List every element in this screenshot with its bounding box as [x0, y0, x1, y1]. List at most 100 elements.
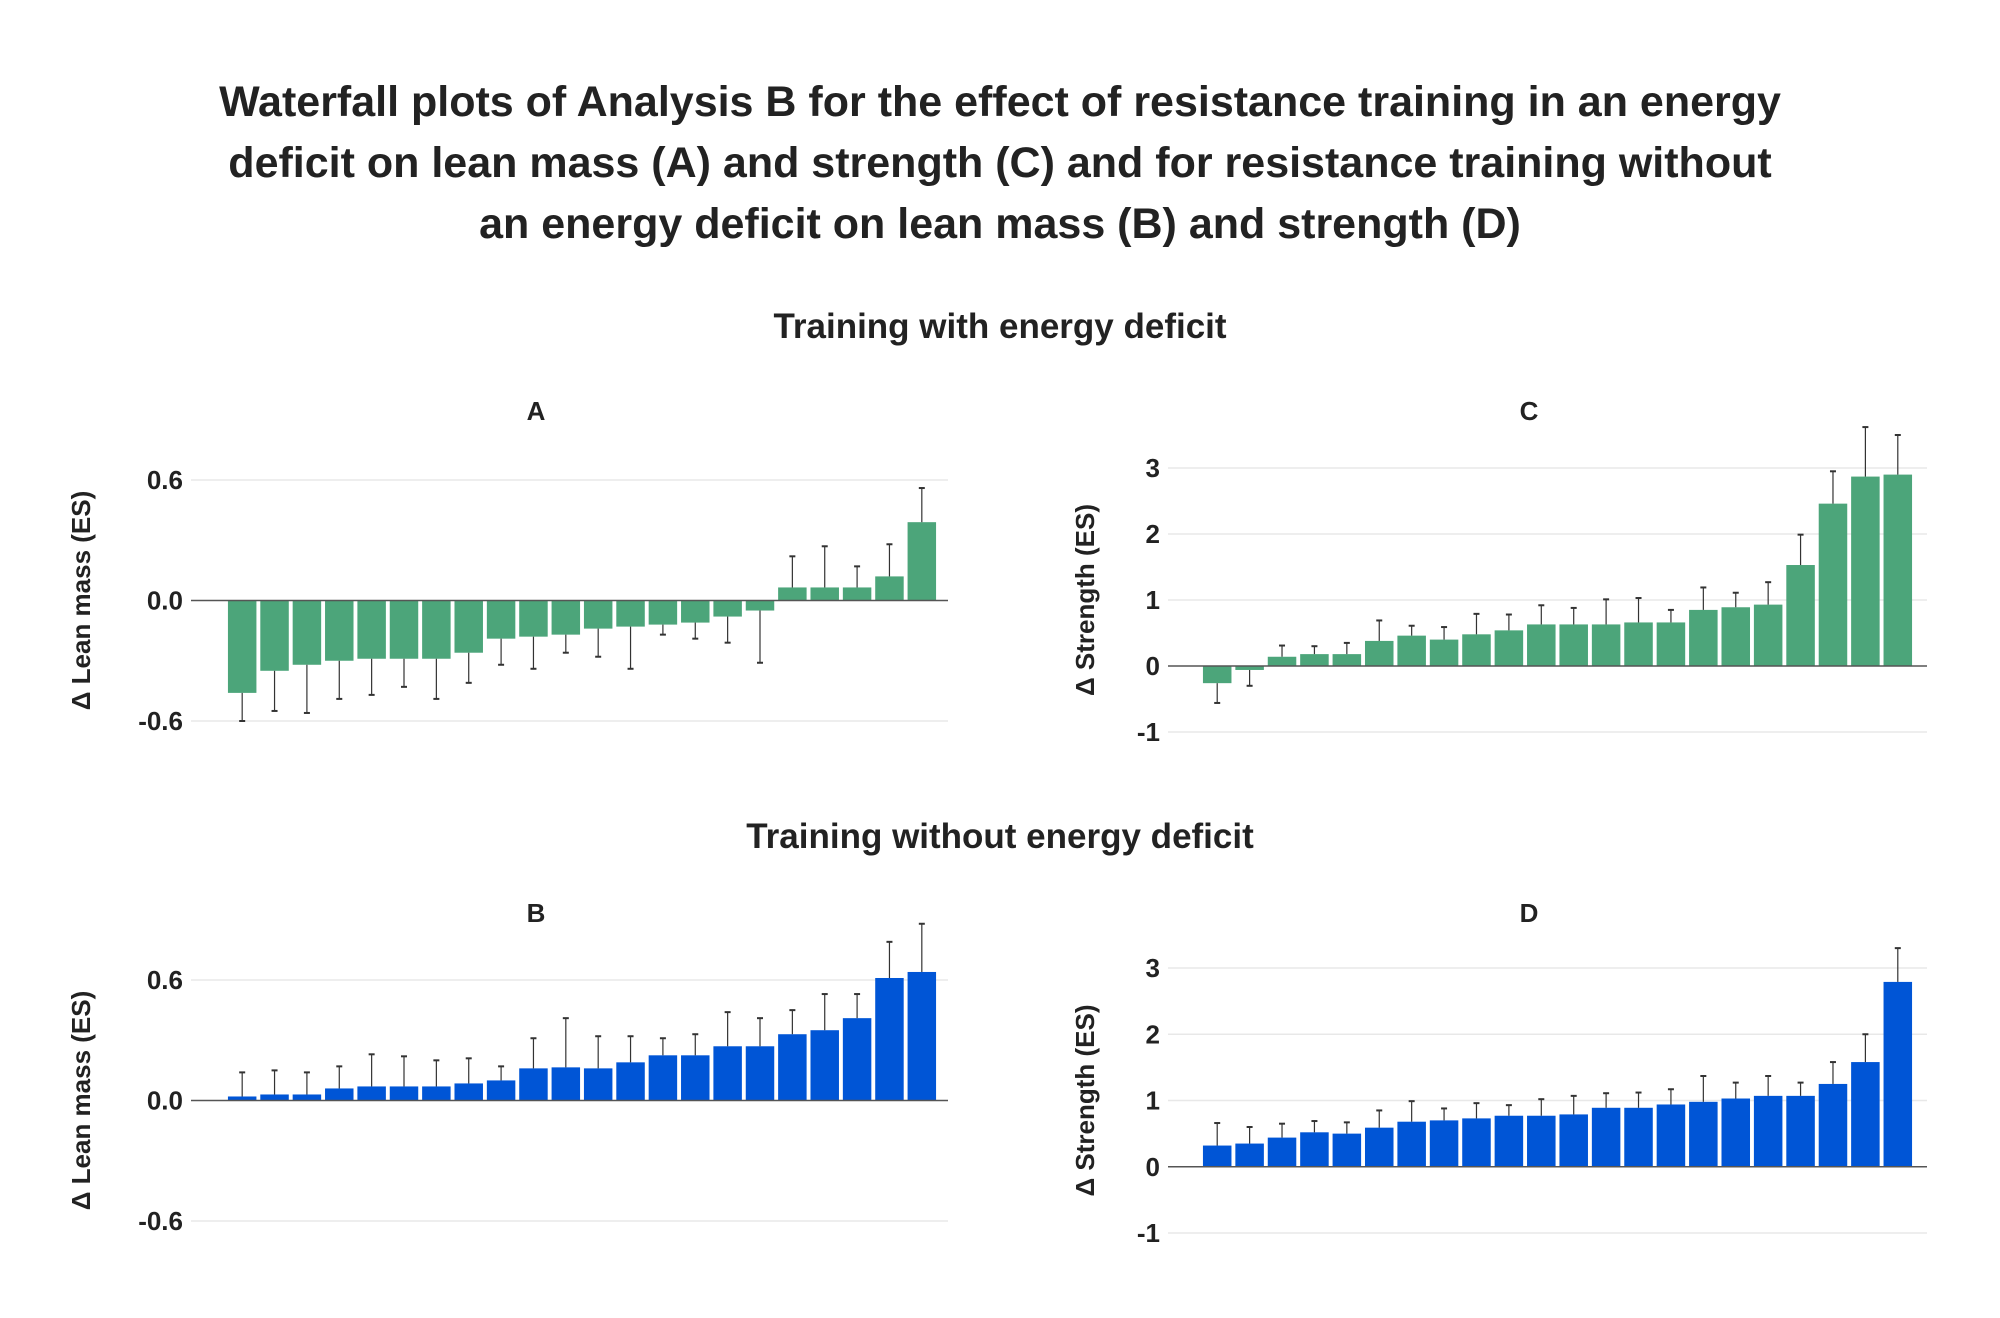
- bar: [519, 1068, 548, 1101]
- figure-title-line: Waterfall plots of Analysis B for the ef…: [219, 78, 1781, 126]
- bar: [713, 600, 742, 617]
- y-tick-label: 1: [1146, 1086, 1160, 1116]
- bar: [422, 600, 451, 659]
- bar: [486, 1080, 516, 1101]
- y-tick-label: 0: [1146, 651, 1160, 681]
- bar: [1364, 640, 1394, 666]
- bar: [1818, 1083, 1848, 1167]
- y-tick-label: -0.6: [138, 1206, 183, 1236]
- bar: [389, 1086, 419, 1101]
- bar: [1559, 624, 1588, 666]
- bar: [583, 1068, 613, 1101]
- bar: [1753, 1095, 1783, 1167]
- chart-panel-c: C Δ Strength (ES) -1 0 1 2 3: [1070, 396, 1927, 747]
- bar: [1494, 630, 1524, 666]
- y-tick-label: 0.0: [147, 1086, 183, 1116]
- bar: [1624, 622, 1653, 666]
- bar: [1721, 1098, 1751, 1167]
- bar: [227, 1096, 257, 1101]
- bar: [1883, 474, 1913, 666]
- bar: [681, 1055, 710, 1101]
- bar: [1267, 1137, 1297, 1167]
- bar: [422, 1086, 451, 1101]
- bar: [745, 1046, 775, 1101]
- section-title-without-deficit: Training without energy deficit: [746, 817, 1254, 856]
- figure-title: Waterfall plots of Analysis B for the ef…: [0, 72, 2000, 255]
- bar: [778, 1034, 807, 1101]
- bar: [1300, 1132, 1329, 1167]
- bar: [1689, 609, 1718, 666]
- y-tick-label: 3: [1146, 453, 1160, 483]
- bar: [1851, 1062, 1880, 1167]
- bar: [260, 600, 289, 671]
- bar: [551, 1067, 581, 1101]
- bar: [1527, 1115, 1556, 1167]
- y-tick-label: 1: [1146, 585, 1160, 615]
- bar: [1527, 624, 1556, 666]
- bar: [907, 971, 937, 1101]
- y-tick-label: 0: [1146, 1152, 1160, 1182]
- y-axis-label: Δ Lean mass (ES): [66, 491, 96, 711]
- bar: [519, 600, 548, 637]
- bar: [1851, 476, 1880, 666]
- bar: [1494, 1115, 1524, 1167]
- bar: [1332, 654, 1362, 666]
- bar: [583, 600, 613, 629]
- y-tick-label: -1: [1137, 717, 1160, 747]
- y-tick-label: -1: [1137, 1218, 1160, 1248]
- bar: [842, 1018, 872, 1101]
- bar: [227, 600, 257, 693]
- bar: [357, 600, 386, 659]
- bar: [1267, 656, 1297, 666]
- bar: [1235, 1143, 1264, 1167]
- bar: [357, 1086, 386, 1101]
- y-tick-label: -0.6: [138, 706, 183, 736]
- bar: [1202, 666, 1232, 684]
- bar: [1786, 565, 1815, 666]
- y-axis-label: Δ Lean mass (ES): [66, 991, 96, 1211]
- bar: [486, 600, 516, 639]
- panel-title: D: [1520, 898, 1539, 928]
- y-axis-label: Δ Strength (ES): [1070, 1004, 1100, 1196]
- bar: [875, 977, 904, 1101]
- y-tick-label: 0.6: [147, 465, 183, 495]
- bar: [681, 600, 710, 623]
- bar: [1591, 624, 1621, 666]
- bar: [648, 600, 678, 625]
- bar: [810, 1030, 839, 1101]
- bar: [1559, 1114, 1588, 1167]
- chart-panel-a: A Δ Lean mass (ES) -0.6 0.0 0.6: [66, 396, 948, 736]
- bar: [1462, 1118, 1491, 1167]
- bar: [292, 1094, 322, 1101]
- bar: [292, 600, 322, 665]
- bar: [1397, 635, 1426, 666]
- bar: [325, 1088, 354, 1101]
- bar: [389, 600, 419, 659]
- bar: [713, 1046, 742, 1101]
- bar: [842, 587, 872, 601]
- bar: [745, 600, 775, 611]
- bar: [454, 1083, 483, 1101]
- bar: [616, 1062, 645, 1101]
- bar: [1753, 604, 1783, 666]
- bar: [1883, 981, 1913, 1167]
- section-title-with-deficit: Training with energy deficit: [773, 307, 1227, 346]
- y-tick-label: 2: [1146, 1019, 1160, 1049]
- bar: [907, 522, 937, 601]
- bar: [1721, 607, 1751, 666]
- panel-title: C: [1520, 396, 1539, 426]
- bar: [648, 1055, 678, 1101]
- bar: [875, 576, 904, 601]
- bar: [551, 600, 581, 635]
- bar: [1818, 503, 1848, 666]
- bar: [1624, 1107, 1653, 1167]
- y-axis-label: Δ Strength (ES): [1070, 504, 1100, 696]
- bar: [1786, 1095, 1815, 1167]
- bar: [1656, 622, 1686, 666]
- bar: [616, 600, 645, 627]
- bar: [810, 587, 839, 601]
- panel-title: B: [527, 898, 546, 928]
- chart-panel-b: B Δ Lean mass (ES) -0.6 0.0 0.6: [66, 898, 948, 1236]
- bar: [1332, 1133, 1362, 1167]
